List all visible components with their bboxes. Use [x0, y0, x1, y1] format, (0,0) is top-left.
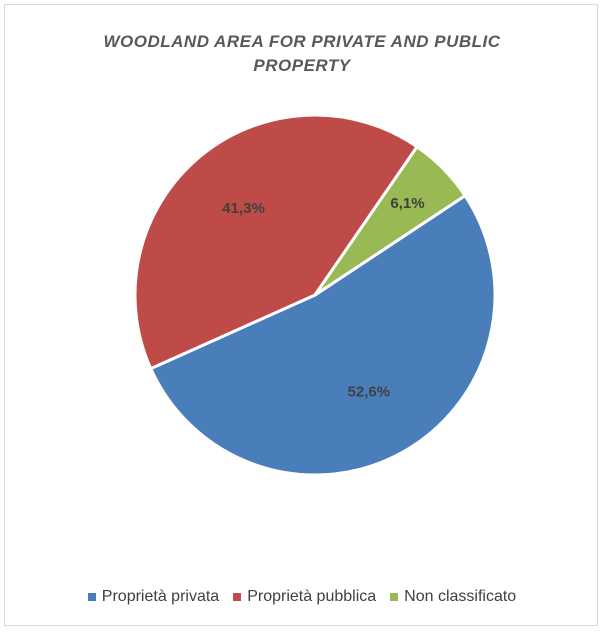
legend-swatch — [390, 593, 399, 601]
chart-legend: Proprietà privata Proprietà pubblica Non… — [0, 588, 604, 606]
pie-slice-propriet-privata — [149, 194, 497, 477]
chart-title-line-2: PROPERTY — [253, 56, 351, 75]
pie-slices — [133, 113, 497, 477]
legend-item-proprieta-pubblica: Proprietà pubblica — [233, 588, 376, 606]
pie-slice-non-classificato — [313, 145, 467, 297]
legend-item-non-classificato: Non classificato — [390, 588, 516, 606]
data-label: 52,6% — [348, 384, 391, 401]
legend-label: Proprietà pubblica — [247, 588, 377, 605]
legend-label: Non classificato — [404, 588, 517, 605]
legend-swatch — [233, 593, 242, 601]
data-label: 6,1% — [390, 195, 424, 212]
legend-label: Proprietà privata — [101, 588, 220, 605]
data-label: 41,3% — [222, 200, 265, 217]
legend-swatch — [87, 593, 96, 601]
pie-data-labels: 52,6% 41,3% 6,1% — [222, 195, 424, 401]
legend-item-proprieta-privata: Proprietà privata — [87, 588, 220, 606]
chart-title-line-1: WOODLAND AREA FOR PRIVATE AND PUBLIC — [103, 32, 501, 51]
pie-slice-propriet-pubblica — [133, 113, 419, 371]
chart-title: WOODLAND AREA FOR PRIVATE AND PUBLIC PRO… — [0, 30, 604, 78]
